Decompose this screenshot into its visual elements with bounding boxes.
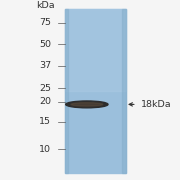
Text: 50: 50 [39, 40, 51, 49]
Text: 10: 10 [39, 145, 51, 154]
Ellipse shape [71, 103, 103, 106]
Bar [65, 9, 126, 173]
Text: 15: 15 [39, 117, 51, 126]
Bar [65, 9, 126, 91]
Bar [65, 9, 68, 173]
Text: 25: 25 [39, 84, 51, 93]
Text: 20: 20 [39, 97, 51, 106]
Text: 18kDa: 18kDa [141, 100, 172, 109]
Bar [122, 9, 126, 173]
Text: kDa: kDa [36, 1, 55, 10]
Text: 75: 75 [39, 18, 51, 27]
Ellipse shape [66, 101, 108, 108]
Text: 37: 37 [39, 61, 51, 70]
